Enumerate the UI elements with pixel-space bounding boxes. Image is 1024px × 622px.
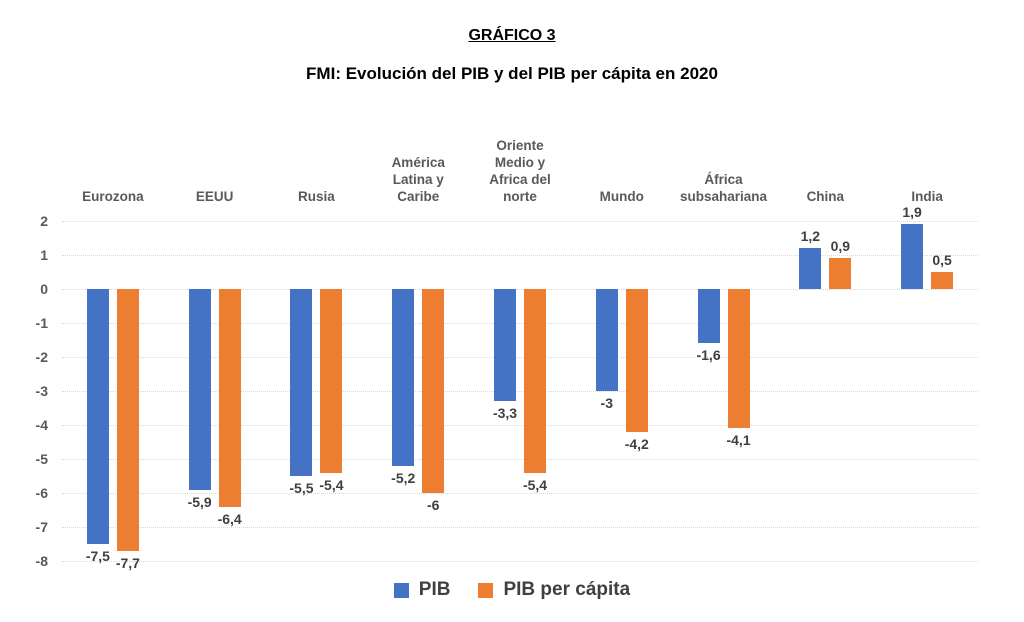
bar-pib-3 bbox=[392, 289, 415, 466]
bar-pib-2 bbox=[290, 289, 313, 476]
data-label: -3 bbox=[600, 395, 613, 411]
data-label: -5,9 bbox=[187, 493, 212, 510]
data-label: -4,1 bbox=[726, 432, 751, 449]
y-tick-label: -4 bbox=[35, 417, 48, 433]
y-tick-label: -6 bbox=[35, 485, 48, 501]
gridline bbox=[62, 391, 978, 392]
data-label: -3,3 bbox=[492, 405, 518, 422]
bar-pib-5 bbox=[595, 289, 618, 391]
bar-pib-4 bbox=[494, 289, 516, 402]
bar-pib-per-capita-1 bbox=[218, 289, 241, 507]
legend: PIB PIB per cápita bbox=[0, 579, 1024, 601]
data-label: -4,2 bbox=[624, 435, 649, 452]
gridline bbox=[62, 289, 978, 290]
data-label: 1,2 bbox=[800, 228, 821, 245]
y-tick-label: 0 bbox=[40, 281, 48, 297]
category-label: China bbox=[806, 189, 845, 204]
legend-label-pib-per-capita: PIB per cápita bbox=[503, 579, 631, 600]
y-tick-label: 1 bbox=[40, 247, 48, 263]
gridline bbox=[62, 425, 978, 426]
bar-pib-0 bbox=[86, 289, 109, 544]
pib-legend-swatch-icon bbox=[393, 582, 409, 598]
bar-pib-8 bbox=[901, 224, 924, 289]
chart-title: FMI: Evolución del PIB y del PIB per cáp… bbox=[306, 64, 718, 83]
category-label: Eurozona bbox=[82, 189, 144, 204]
gridline bbox=[62, 493, 978, 494]
data-label: -5,5 bbox=[289, 480, 314, 496]
category-label: EEUU bbox=[195, 189, 234, 204]
legend-item-pib-per-capita: PIB per cápita bbox=[478, 579, 630, 601]
y-tick-label: -5 bbox=[35, 451, 48, 467]
bar-pib-per-capita-3 bbox=[422, 289, 445, 493]
bar-pib-per-capita-7 bbox=[829, 258, 852, 289]
bar-pib-per-capita-0 bbox=[116, 289, 139, 551]
category-label: África subsahariana bbox=[680, 172, 768, 204]
gridline bbox=[62, 527, 978, 528]
category-label: América Latina y Caribe bbox=[391, 155, 445, 204]
gridline bbox=[62, 323, 978, 324]
y-tick-label: 2 bbox=[40, 213, 48, 229]
data-label: -5,4 bbox=[319, 476, 344, 493]
data-label: -6 bbox=[426, 497, 440, 513]
y-tick-label: -8 bbox=[35, 553, 48, 569]
bar-pib-per-capita-4 bbox=[524, 289, 546, 473]
data-label: -7,7 bbox=[115, 554, 140, 571]
category-label: Rusia bbox=[298, 189, 335, 204]
gridline bbox=[62, 255, 978, 256]
data-label: -6,4 bbox=[217, 510, 242, 527]
bar-pib-1 bbox=[188, 289, 211, 490]
data-label: -7,5 bbox=[85, 548, 110, 564]
gridline bbox=[62, 561, 978, 562]
bar-pib-per-capita-6 bbox=[727, 289, 750, 429]
bar-pib-per-capita-5 bbox=[625, 289, 648, 432]
data-label: 0,5 bbox=[932, 252, 952, 268]
data-label: -5,4 bbox=[522, 476, 548, 493]
y-tick-label: -7 bbox=[35, 519, 48, 535]
data-label: 1,9 bbox=[902, 204, 922, 221]
category-label: Oriente Medio y Africa del norte bbox=[489, 138, 551, 204]
category-label: India bbox=[911, 189, 943, 204]
legend-item-pib: PIB bbox=[393, 579, 451, 601]
y-tick-label: -1 bbox=[35, 315, 48, 331]
bar-pib-per-capita-8 bbox=[931, 272, 954, 289]
data-label: 0,9 bbox=[830, 238, 851, 255]
pib-per-capita-legend-swatch-icon bbox=[478, 582, 494, 598]
y-tick-label: -3 bbox=[35, 383, 48, 399]
gridline bbox=[62, 357, 978, 358]
bar-pib-per-capita-2 bbox=[320, 289, 343, 473]
y-tick-label: -2 bbox=[35, 349, 48, 365]
chart-header: GRÁFICO 3 bbox=[468, 27, 556, 44]
bar-pib-6 bbox=[697, 289, 720, 344]
data-label: -1,6 bbox=[696, 347, 721, 364]
legend-label-pib: PIB bbox=[418, 579, 451, 600]
gridline bbox=[62, 459, 978, 460]
data-label: -5,2 bbox=[391, 469, 416, 486]
gridline bbox=[62, 221, 978, 222]
category-label: Mundo bbox=[599, 189, 644, 204]
bar-pib-7 bbox=[799, 248, 822, 289]
